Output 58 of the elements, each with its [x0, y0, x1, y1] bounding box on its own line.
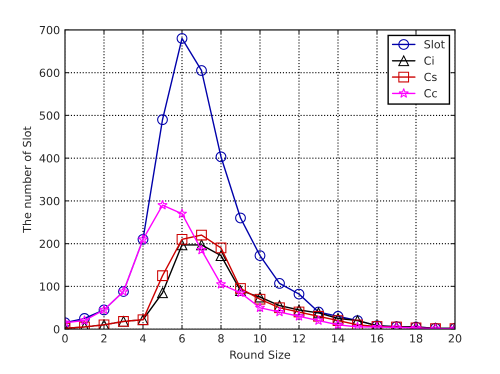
point [157, 200, 168, 210]
x-tick-label: 12 [293, 334, 305, 342]
x-tick-label: 2 [101, 334, 106, 342]
point [254, 302, 266, 312]
x-tick-label: 0 [62, 334, 68, 343]
point [176, 240, 188, 250]
point [254, 294, 266, 305]
y-tick-label: 500 [40, 111, 60, 120]
x-tick-label: 8 [218, 334, 224, 343]
y-tick-label: 400 [39, 154, 60, 163]
point [176, 33, 188, 44]
legend-label: Cs [424, 72, 437, 82]
point [216, 151, 226, 162]
y-tick-label: 700 [40, 26, 60, 34]
point [274, 278, 285, 289]
point [313, 315, 324, 326]
point [157, 270, 168, 282]
y-tick-label: 100 [40, 282, 60, 291]
x-tick-label: 4 [140, 334, 146, 342]
x-tick-label: 14 [332, 334, 344, 342]
x-tick-label: 6 [179, 334, 185, 343]
point [294, 310, 304, 321]
x-tick-label: 16 [371, 334, 384, 343]
point [176, 234, 188, 245]
y-tick-label: 600 [40, 68, 60, 78]
point [196, 240, 207, 250]
y-axis-title: The number of Slot [22, 126, 32, 233]
point [196, 65, 207, 76]
x-tick-label: 20 [448, 334, 462, 343]
point [216, 250, 226, 261]
y-tick-label: 300 [40, 196, 60, 206]
legend-label: Ci [424, 56, 434, 65]
legend-label: Cc [424, 89, 437, 98]
point [157, 114, 168, 126]
y-tick-label: 0 [54, 325, 60, 334]
point [216, 242, 226, 254]
point [352, 319, 363, 330]
point [196, 230, 207, 240]
point [196, 244, 207, 254]
y-tick-label: 200 [40, 240, 60, 248]
point [254, 292, 266, 302]
legend-label: Slot [424, 40, 445, 49]
point [235, 283, 246, 294]
point [274, 306, 285, 316]
point [313, 310, 324, 322]
x-tick-label: 18 [410, 334, 422, 343]
x-tick-label: 10 [254, 334, 266, 343]
point [274, 300, 285, 311]
point [235, 212, 246, 224]
point [254, 250, 266, 261]
point [294, 288, 304, 300]
x-axis-title: Round Size [230, 350, 290, 359]
point [352, 322, 363, 330]
point [157, 287, 168, 298]
point [274, 302, 285, 314]
point [332, 319, 344, 330]
point [176, 208, 188, 218]
point [216, 278, 226, 289]
